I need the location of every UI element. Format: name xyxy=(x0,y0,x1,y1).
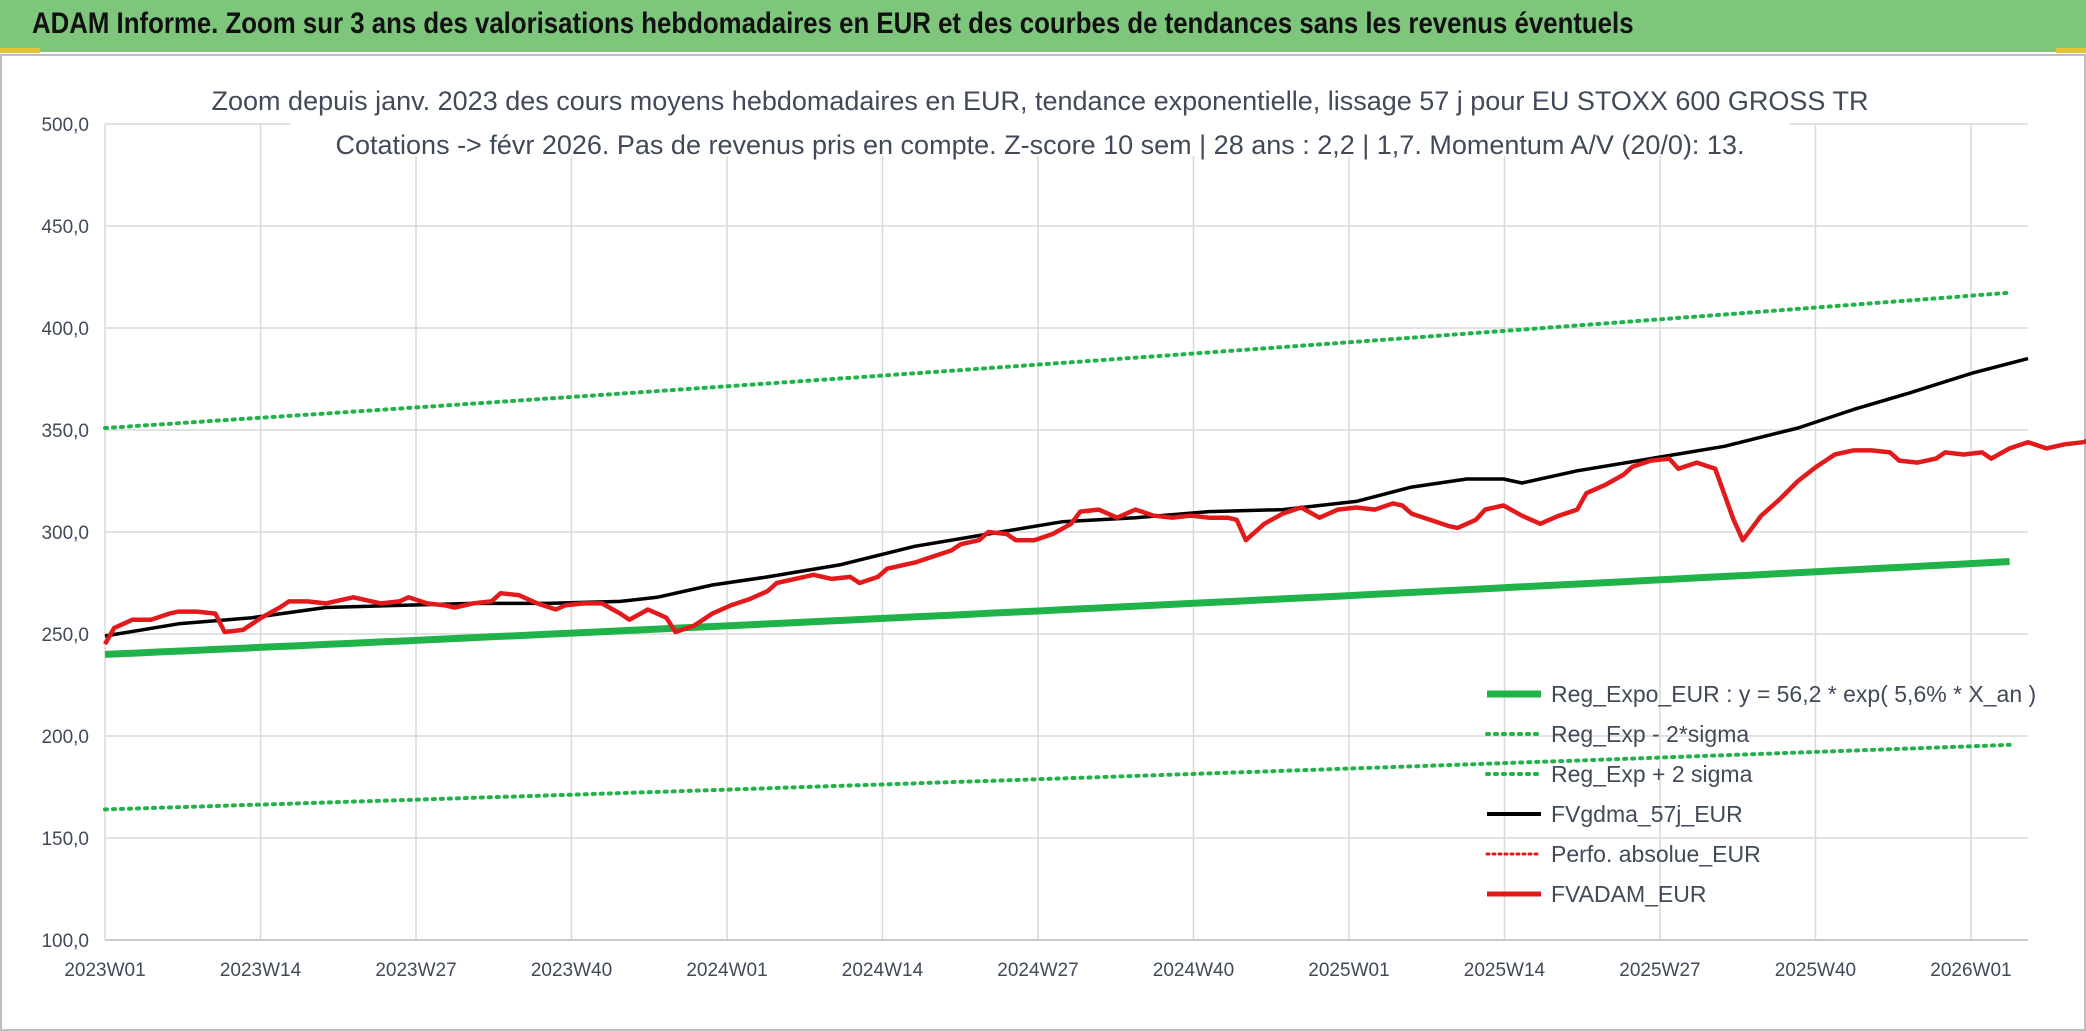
legend-label: Reg_Expo_EUR : y = 56,2 * exp( 5,6% * X_… xyxy=(1551,681,2036,707)
x-tick-label: 2024W27 xyxy=(997,960,1078,981)
series-reg-exp-plus-2sigma xyxy=(103,290,2012,430)
y-tick-label: 500,0 xyxy=(41,115,89,136)
y-tick-label: 250,0 xyxy=(41,625,89,646)
x-tick-label: 2024W01 xyxy=(686,960,767,981)
x-tick-label: 2023W40 xyxy=(531,960,612,981)
banner-accent-right xyxy=(2056,48,2086,53)
legend-label: Reg_Exp + 2 sigma xyxy=(1551,761,1753,787)
legend-label: FVgdma_57j_EUR xyxy=(1551,801,1743,827)
x-tick-label: 2024W40 xyxy=(1153,960,1234,981)
y-tick-label: 300,0 xyxy=(41,523,89,544)
y-tick-label: 450,0 xyxy=(41,217,89,238)
report-banner: ADAM Informe. Zoom sur 3 ans des valoris… xyxy=(0,0,2086,53)
banner-accent-left xyxy=(0,48,40,53)
x-tick-label: 2025W40 xyxy=(1775,960,1856,981)
x-tick-label: 2025W14 xyxy=(1464,960,1546,981)
y-tick-label: 350,0 xyxy=(41,421,89,442)
y-tick-label: 100,0 xyxy=(41,931,89,952)
x-tick-label: 2025W27 xyxy=(1619,960,1700,981)
y-tick-label: 400,0 xyxy=(41,319,89,340)
x-tick-label: 2023W14 xyxy=(220,960,302,981)
report-title: ADAM Informe. Zoom sur 3 ans des valoris… xyxy=(32,7,1634,40)
x-axis-ticks: 2023W01 2023W14 2023W27 2023W40 2024W01 2024W… xyxy=(64,960,2011,981)
legend-label: Perfo. absolue_EUR xyxy=(1551,841,1761,867)
series-reg-expo xyxy=(104,558,2010,658)
legend: Reg_Expo_EUR : y = 56,2 * exp( 5,6% * X_… xyxy=(1485,681,2036,907)
y-tick-label: 150,0 xyxy=(41,829,89,850)
legend-label: FVADAM_EUR xyxy=(1551,881,1707,907)
series-fvadam xyxy=(103,438,2086,646)
series-reg-exp-minus-2sigma xyxy=(103,742,2012,812)
chart-title: Zoom depuis janv. 2023 des cours moyens … xyxy=(212,86,1869,116)
y-axis-ticks: 100,0 150,0 200,0 250,0 300,0 350,0 400,0 450,0… xyxy=(41,115,89,952)
gridlines xyxy=(104,123,2028,941)
series-lines xyxy=(103,290,2086,812)
x-tick-label: 2023W27 xyxy=(375,960,456,981)
x-tick-label: 2025W01 xyxy=(1308,960,1389,981)
x-tick-label: 2024W14 xyxy=(842,960,924,981)
chart-frame xyxy=(0,54,2086,1031)
chart-subtitle: Cotations -> févr 2026. Pas de revenus p… xyxy=(336,130,1745,160)
x-tick-label: 2023W01 xyxy=(64,960,145,981)
legend-label: Reg_Exp - 2*sigma xyxy=(1551,721,1749,747)
title-background xyxy=(290,78,1790,156)
series-fvgdma-57j xyxy=(104,356,2029,638)
x-tick-label: 2026W01 xyxy=(1930,960,2011,981)
y-tick-label: 200,0 xyxy=(41,727,89,748)
